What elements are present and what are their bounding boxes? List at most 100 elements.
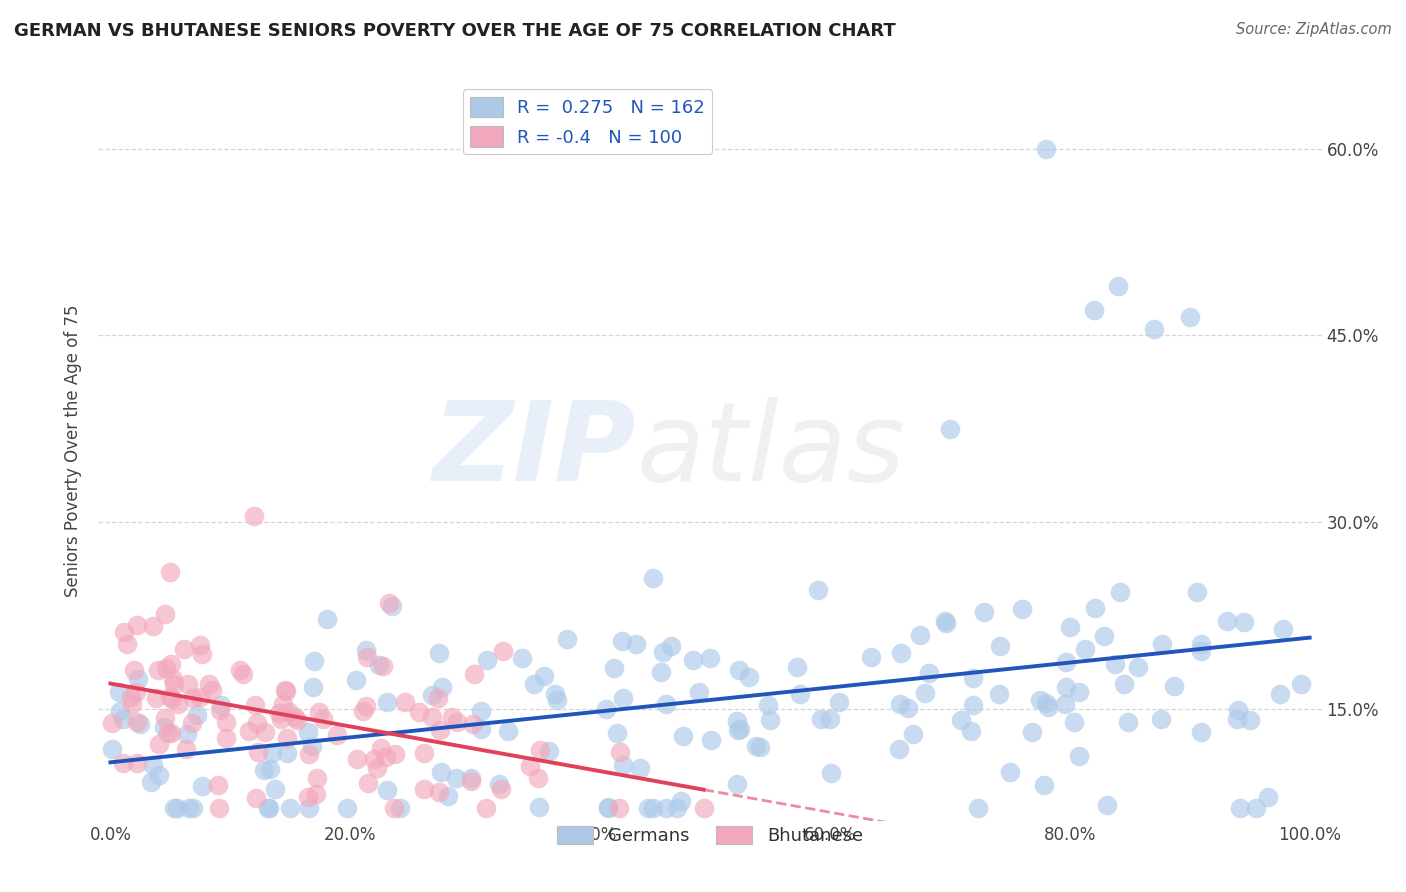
Point — [810, 712, 832, 726]
Point — [100, 715, 122, 730]
Point — [1035, 142, 1057, 156]
Point — [155, 660, 177, 674]
Point — [1107, 278, 1129, 293]
Point — [512, 651, 534, 665]
Point — [276, 746, 298, 760]
Point — [470, 704, 492, 718]
Point — [183, 801, 205, 815]
Point — [962, 698, 984, 713]
Point — [665, 800, 688, 814]
Point — [1239, 713, 1261, 727]
Point — [142, 619, 165, 633]
Point — [368, 657, 391, 672]
Point — [692, 801, 714, 815]
Point — [441, 710, 464, 724]
Point — [889, 697, 911, 711]
Point — [908, 628, 931, 642]
Point — [1074, 641, 1097, 656]
Point — [247, 745, 270, 759]
Point — [190, 638, 212, 652]
Point — [305, 787, 328, 801]
Point — [1092, 629, 1115, 643]
Point — [278, 801, 301, 815]
Point — [727, 723, 749, 738]
Point — [162, 673, 184, 687]
Point — [263, 782, 285, 797]
Point — [1189, 637, 1212, 651]
Point — [245, 790, 267, 805]
Point — [191, 779, 214, 793]
Point — [326, 728, 349, 742]
Point — [688, 685, 710, 699]
Point — [628, 761, 651, 775]
Point — [475, 801, 498, 815]
Point — [1069, 685, 1091, 699]
Point — [758, 714, 780, 728]
Point — [276, 731, 298, 745]
Point — [463, 667, 485, 681]
Point — [659, 639, 682, 653]
Point — [818, 712, 841, 726]
Point — [191, 647, 214, 661]
Point — [101, 741, 124, 756]
Point — [352, 704, 374, 718]
Point — [420, 688, 443, 702]
Point — [270, 712, 292, 726]
Point — [641, 571, 664, 585]
Point — [934, 614, 956, 628]
Point — [156, 726, 179, 740]
Point — [546, 692, 568, 706]
Point — [444, 772, 467, 786]
Point — [1150, 637, 1173, 651]
Point — [215, 731, 238, 746]
Point — [1104, 657, 1126, 671]
Point — [699, 650, 721, 665]
Point — [470, 723, 492, 737]
Point — [1054, 697, 1077, 711]
Point — [259, 801, 281, 815]
Point — [374, 749, 396, 764]
Point — [346, 752, 368, 766]
Point — [274, 683, 297, 698]
Point — [918, 665, 941, 680]
Point — [596, 799, 619, 814]
Point — [186, 707, 208, 722]
Point — [167, 697, 190, 711]
Point — [643, 801, 665, 815]
Point — [160, 692, 183, 706]
Point — [1035, 697, 1057, 711]
Point — [381, 599, 404, 613]
Text: atlas: atlas — [637, 397, 905, 504]
Point — [527, 800, 550, 814]
Point — [200, 683, 222, 698]
Point — [543, 687, 565, 701]
Point — [1189, 724, 1212, 739]
Point — [1149, 712, 1171, 726]
Point — [461, 716, 484, 731]
Point — [115, 637, 138, 651]
Point — [988, 640, 1011, 654]
Point — [155, 711, 177, 725]
Point — [1289, 677, 1312, 691]
Point — [336, 801, 359, 815]
Point — [315, 612, 337, 626]
Point — [1257, 789, 1279, 804]
Point — [163, 801, 186, 815]
Point — [669, 794, 692, 808]
Point — [370, 740, 392, 755]
Point — [1233, 615, 1256, 629]
Point — [148, 737, 170, 751]
Point — [489, 781, 512, 796]
Point — [1126, 660, 1149, 674]
Point — [914, 686, 936, 700]
Point — [700, 733, 723, 747]
Point — [1114, 677, 1136, 691]
Point — [427, 691, 450, 706]
Point — [125, 756, 148, 770]
Point — [246, 716, 269, 731]
Point — [828, 695, 851, 709]
Point — [860, 650, 883, 665]
Point — [166, 801, 188, 815]
Point — [1268, 687, 1291, 701]
Point — [181, 716, 204, 731]
